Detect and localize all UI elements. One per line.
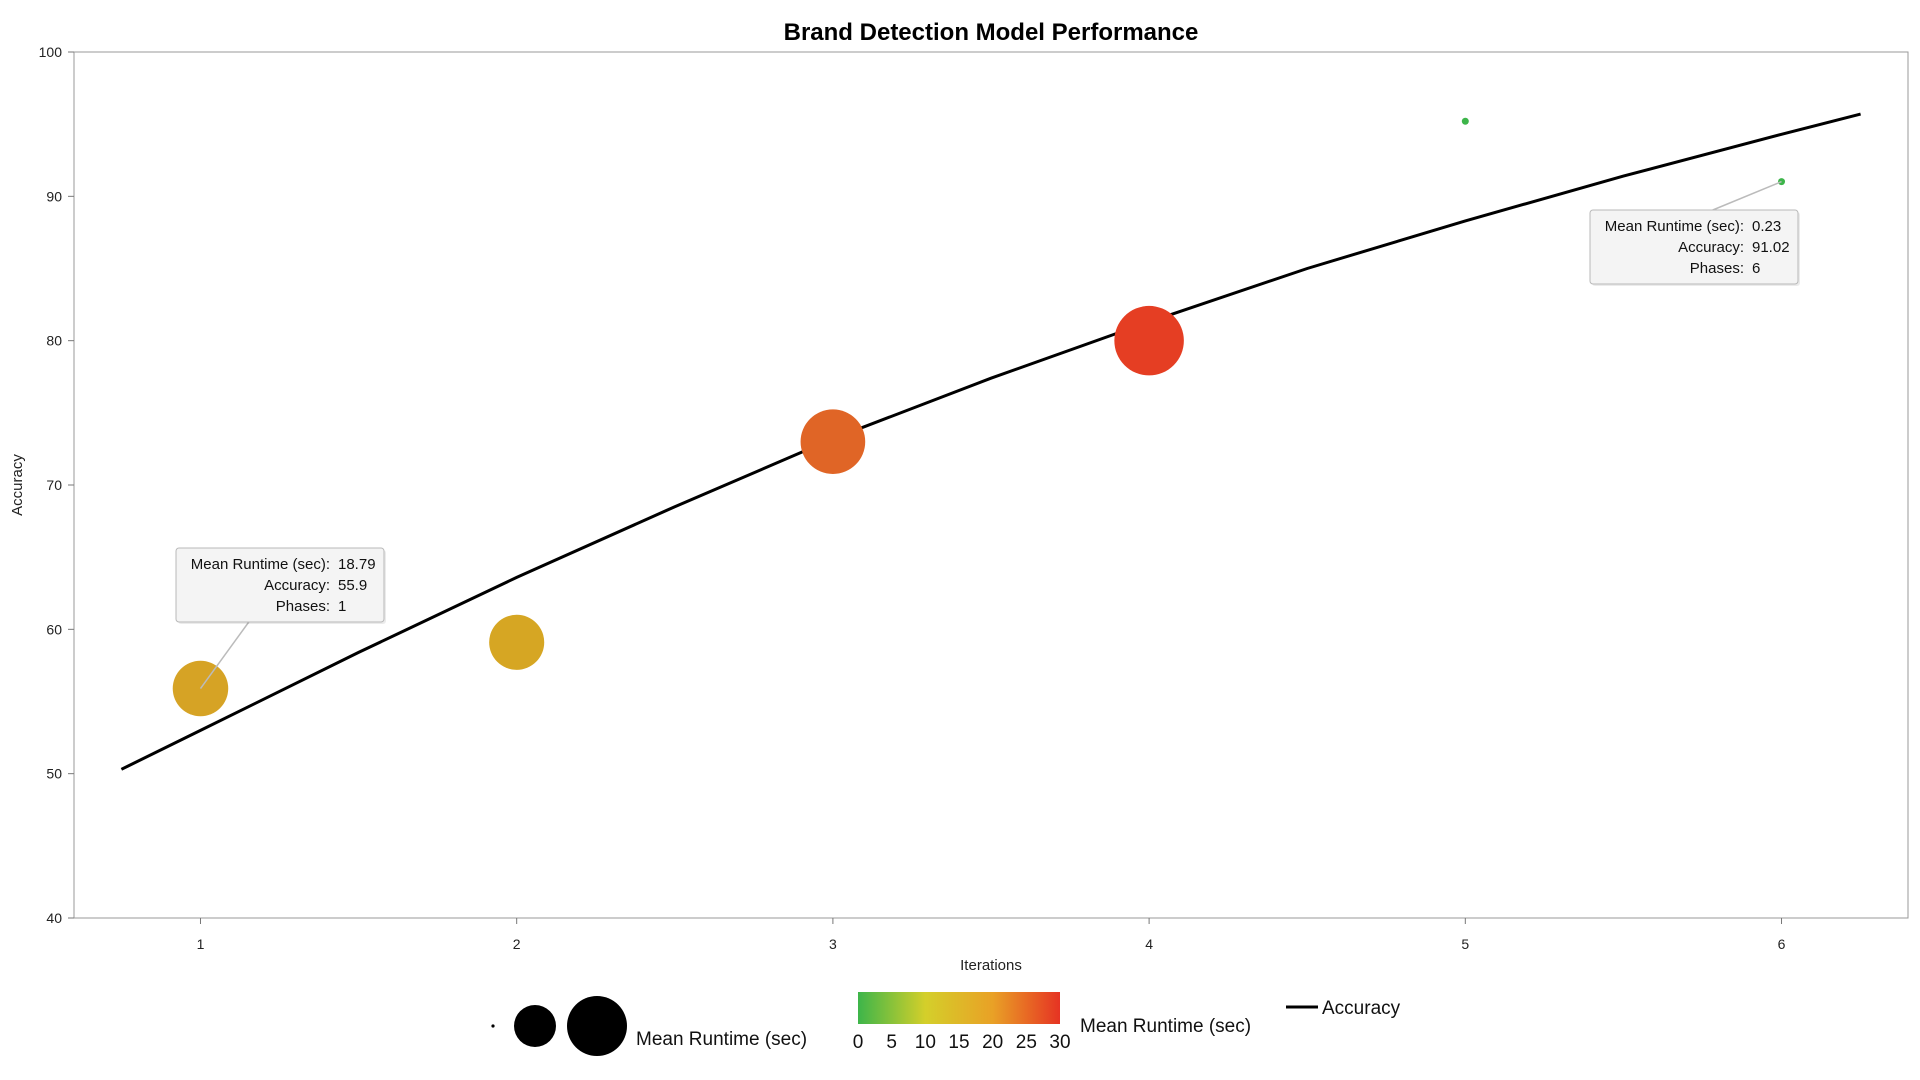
color-scale-tick: 30	[1049, 1032, 1070, 1053]
x-tick-label: 3	[829, 936, 837, 952]
size-legend-label: Mean Runtime (sec)	[636, 1029, 807, 1050]
x-tick-label: 4	[1145, 936, 1153, 952]
tooltip-field-value: 1	[338, 598, 346, 615]
y-axis-title: Accuracy	[9, 454, 26, 516]
x-tick-label: 2	[513, 936, 521, 952]
tooltip-field-label: Accuracy:	[264, 577, 330, 594]
color-legend-label: Mean Runtime (sec)	[1080, 1016, 1251, 1037]
tooltip-box	[1589, 209, 1799, 285]
x-tick-label: 5	[1461, 936, 1469, 952]
tooltip-field-label: Phases:	[276, 598, 330, 615]
tooltip-field-label: Mean Runtime (sec):	[191, 556, 330, 573]
x-tick-label: 1	[197, 936, 205, 952]
tooltip: Mean Runtime (sec): 0.23 Accuracy: 91.02 Pha…	[1589, 180, 1800, 286]
legend: Mean Runtime (sec) Mean Runtime (sec) Ac…	[491, 992, 1401, 1056]
tooltip: Mean Runtime (sec): 18.79 Accuracy: 55.9 Pha…	[175, 547, 386, 689]
tooltip-box	[175, 547, 385, 623]
color-scale-tick: 5	[886, 1032, 897, 1053]
size-legend-medium	[514, 1005, 556, 1047]
size-legend-small	[491, 1024, 495, 1028]
color-scale-tick: 0	[853, 1032, 864, 1053]
tooltip-field-value: 6	[1752, 260, 1760, 277]
data-point	[800, 409, 866, 475]
y-tick-label: 40	[46, 910, 62, 926]
tooltip-leader	[199, 621, 250, 689]
x-axis: 1 2 3 4 5 6	[197, 918, 1786, 952]
y-tick-label: 100	[39, 44, 63, 60]
tooltip-field-label: Mean Runtime (sec):	[1605, 218, 1744, 235]
plot-frame	[73, 51, 1909, 919]
line-legend-label: Accuracy	[1322, 998, 1401, 1019]
tooltip-field-label: Phases:	[1690, 260, 1744, 277]
tooltip-field-label: Accuracy:	[1678, 239, 1744, 256]
tooltip-field-value: 0.23	[1752, 218, 1781, 235]
tooltip-field-value: 18.79	[338, 556, 376, 573]
y-tick-label: 80	[46, 333, 62, 349]
y-axis: 40 50 60 70 80 90 100	[39, 44, 74, 926]
y-tick-label: 60	[46, 621, 62, 637]
fit-line-layer	[120, 112, 1861, 771]
y-tick-label: 70	[46, 477, 62, 493]
color-scale-tick: 10	[915, 1032, 936, 1053]
color-scale-tick: 25	[1016, 1032, 1037, 1053]
points-layer	[172, 117, 1786, 717]
tooltip-field-value: 55.9	[338, 577, 367, 594]
x-axis-title: Iterations	[960, 957, 1022, 974]
tooltip-field-value: 91.02	[1752, 239, 1790, 256]
y-tick-label: 90	[46, 188, 62, 204]
data-point	[489, 614, 545, 670]
tooltip-leader	[1712, 180, 1782, 211]
color-scale-tick: 20	[982, 1032, 1003, 1053]
chart-title: Brand Detection Model Performance	[784, 19, 1199, 46]
fit-line	[120, 112, 1861, 771]
tooltip-layer: Mean Runtime (sec): 18.79 Accuracy: 55.9 Pha…	[175, 180, 1800, 689]
color-scale-bar	[858, 992, 1060, 1024]
data-point	[1114, 305, 1184, 376]
x-tick-label: 6	[1778, 936, 1786, 952]
y-tick-label: 50	[46, 766, 62, 782]
size-legend-large	[567, 996, 627, 1056]
color-scale-tick: 15	[948, 1032, 969, 1053]
data-point	[1461, 117, 1469, 125]
